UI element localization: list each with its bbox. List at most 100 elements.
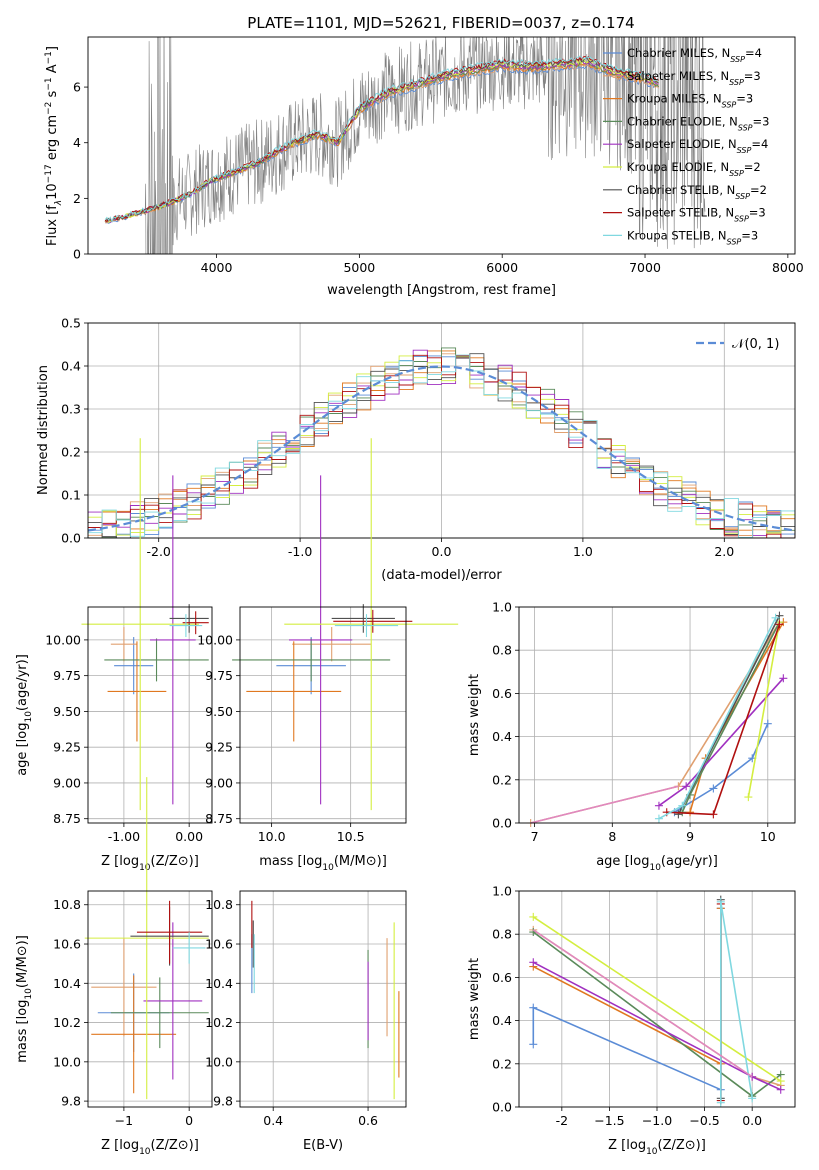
data-point-marker <box>776 1077 785 1086</box>
tick-label-y: 9.50 <box>205 704 233 719</box>
tick-label-y: 0.4 <box>492 1013 512 1028</box>
legend-tail: =2 <box>744 160 761 174</box>
legend-label: Kroupa ELODIE, NSSP=2 <box>627 160 761 178</box>
axes-frame <box>87 606 213 824</box>
data-point-marker <box>686 808 695 817</box>
label-part: (age/yr)] <box>661 854 718 869</box>
data-point-marker <box>529 958 538 967</box>
legend-tail: =3 <box>753 114 770 128</box>
model-line-kroupa-stelib <box>104 55 659 223</box>
legend-name: Salpeter STELIB, N <box>627 206 734 220</box>
legend-tail: =3 <box>744 69 761 83</box>
tick-label-y: 9.75 <box>205 668 233 683</box>
tick-label-x: -1.0 <box>288 544 312 559</box>
figure-title: PLATE=1101, MJD=52621, FIBERID=0037, z=0… <box>247 14 634 32</box>
panel-mass-vs-Z: −1 09.810.010.210.410.610.8Z [log10(Z/Z⊙)… <box>15 777 213 1157</box>
axes-frame <box>87 36 796 255</box>
legend-name: Chabrier STELIB, N <box>627 183 735 197</box>
tick-label-y: 0.4 <box>61 359 81 374</box>
label-part: erg cm <box>45 115 60 164</box>
tick-label-y: 9.25 <box>205 740 233 755</box>
label-part: 10 <box>24 988 34 1000</box>
tick-label-x: 0 <box>185 1113 193 1128</box>
tick-label-y: 9.00 <box>53 775 81 790</box>
tick-label-x: −0.5 <box>689 1113 719 1128</box>
tick-label-y: 1.0 <box>492 600 512 615</box>
axes-frame <box>518 606 796 824</box>
legend-label: Kroupa MILES, NSSP=3 <box>627 92 753 110</box>
panel-age-vs-mass: 10.0 10.5 8.75 9.00 9.25 9.50 9.75 10.00 mass [l… <box>197 438 459 873</box>
tick-label-x: -2.0 <box>147 544 171 559</box>
tick-label-y: 9.75 <box>53 668 81 683</box>
x-axis-label: mass [log10(M/M⊙)] <box>259 854 387 873</box>
tick-label-x: 4000 <box>201 260 233 275</box>
legend-tail: =3 <box>749 206 766 220</box>
y-axis-label: mass weight <box>467 674 482 756</box>
label-part: −1 <box>44 51 54 64</box>
tick-label-y: 10.4 <box>205 976 233 991</box>
label-part: (M/M⊙)] <box>15 935 30 988</box>
tick-label-y: 8.75 <box>205 811 233 826</box>
tick-label-y: 10.2 <box>53 1015 81 1030</box>
tick-label-y: 0.4 <box>492 729 512 744</box>
tick-label-y: 10.2 <box>205 1015 233 1030</box>
tick-label-x: 0.4 <box>263 1113 283 1128</box>
label-part: (Z/Z⊙)] <box>151 1138 199 1153</box>
series-line-chabrier-elodie <box>681 621 781 813</box>
data-point-marker <box>776 1085 785 1094</box>
legend-sub: SSP <box>722 100 737 109</box>
tick-label-y: 10.8 <box>53 897 81 912</box>
tick-label-y: 10.00 <box>197 632 233 647</box>
y-axis-label: Normed distribution <box>36 365 51 495</box>
label-part: (Z/Z⊙)] <box>658 1138 706 1153</box>
data-point-marker <box>682 782 691 791</box>
tick-label-y: 10.0 <box>53 1054 81 1069</box>
series-line-kroupa-elodie <box>747 621 781 798</box>
legend-label: Kroupa STELIB, NSSP=3 <box>627 228 758 246</box>
label-part: age [log <box>15 723 30 776</box>
data-point-marker <box>744 793 753 802</box>
tick-label-y: 0.8 <box>492 643 512 658</box>
data-point-marker <box>529 912 538 921</box>
legend-sub: SSP <box>734 214 749 223</box>
legend-name: Kroupa STELIB, N <box>627 228 727 242</box>
tick-label-y: 10.0 <box>205 1054 233 1069</box>
series-line-kroupa-stelib <box>720 901 753 1103</box>
label-part: Z [log <box>101 1138 139 1153</box>
tick-label-y: 0 <box>73 247 81 262</box>
tick-label-x: 6000 <box>486 260 518 275</box>
legend-name: Kroupa MILES, N <box>627 92 722 106</box>
legend-sub: SSP <box>735 191 750 200</box>
label-part: 10 <box>139 1147 151 1157</box>
axes-frame <box>87 890 213 1108</box>
tick-label-y: 10.6 <box>205 937 233 952</box>
series-line-kroupa-elodie <box>532 916 782 1082</box>
tick-label-y: 9.25 <box>53 740 81 755</box>
data-point-marker <box>654 814 663 823</box>
x-axis-label: Z [log10(Z/Z⊙)] <box>101 1138 199 1157</box>
legend-label: Salpeter ELODIE, NSSP=4 <box>627 137 768 155</box>
y-axis-label: Flux [fλ10−17 erg cm−2 s−1 A−1] <box>44 46 64 246</box>
legend-label: Chabrier ELODIE, NSSP=3 <box>627 114 769 131</box>
label-part: −17 <box>44 164 54 183</box>
x-axis-label: (data-model)/error <box>381 568 502 583</box>
tick-label-x: 2.0 <box>714 544 734 559</box>
tick-label-x: −1.0 <box>642 1113 672 1128</box>
label-part: mass [log <box>15 1000 30 1063</box>
tick-label-y: 2 <box>73 191 81 206</box>
tick-label-y: 0.5 <box>61 316 81 331</box>
series-line-pink <box>530 785 679 824</box>
axes-frame <box>518 890 796 1108</box>
spectrum-plot <box>104 37 706 254</box>
y-axis-label: mass [log10(M/M⊙)] <box>15 935 34 1063</box>
label-part: (age/yr)] <box>15 654 30 711</box>
x-axis-label: Z [log10(Z/Z⊙)] <box>608 1138 706 1157</box>
panel-mass-vs-EBV: 0.4 0.6 9.8 10.0 10.2 10.4 10.6 10.8 E(B-V) <box>205 890 407 1153</box>
axes-frame <box>239 606 407 824</box>
legend-label: Salpeter MILES, NSSP=3 <box>627 69 761 87</box>
tick-label-y: 0.0 <box>61 531 81 546</box>
legend-name: Salpeter ELODIE, N <box>627 137 737 151</box>
tick-label-x: 10.5 <box>337 829 365 844</box>
tick-label-y: 10.8 <box>205 897 233 912</box>
